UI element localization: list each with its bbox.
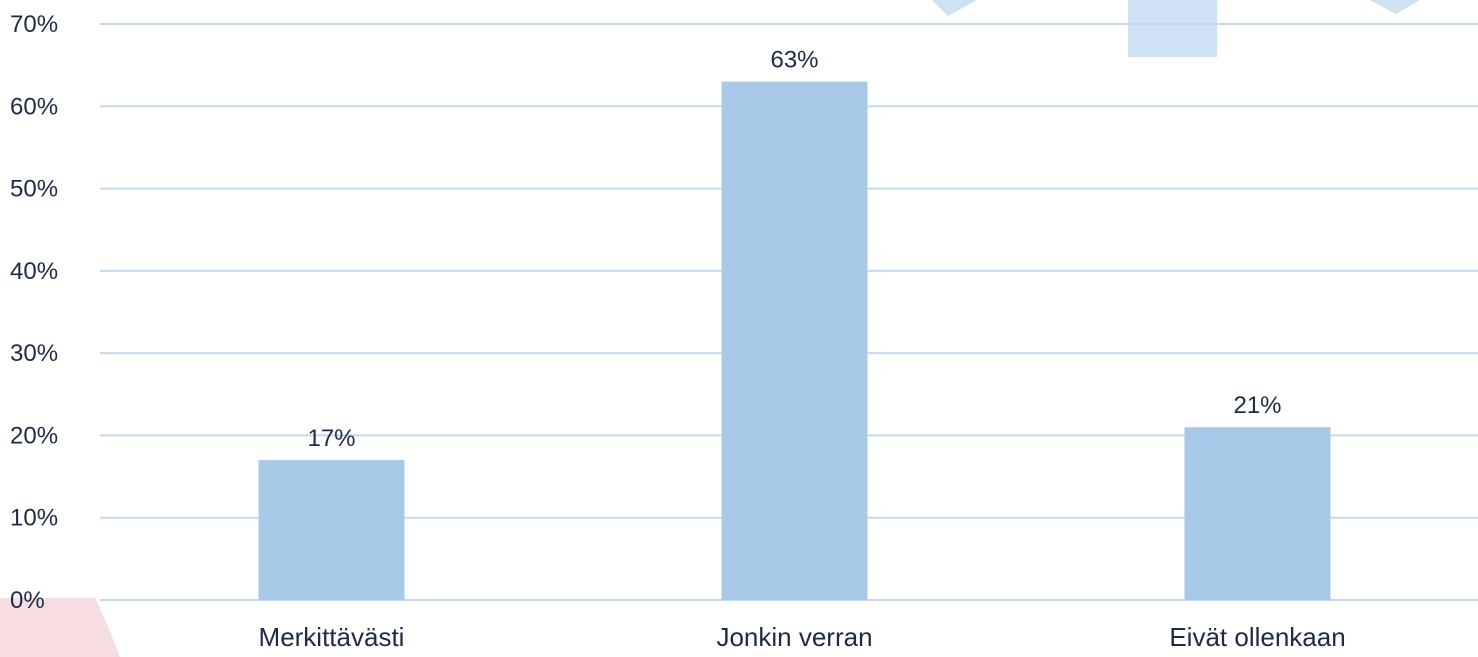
y-tick-label: 60%	[10, 93, 58, 120]
decorative-blue-arrow-left	[932, 0, 977, 16]
y-tick-label: 30%	[10, 340, 58, 367]
y-tick-label: 10%	[10, 505, 58, 532]
category-labels: Merkittävästi Jonkin verran Eivät ollenkaa…	[259, 622, 1346, 652]
bar-1	[721, 81, 868, 601]
y-tick-label: 40%	[10, 258, 58, 285]
y-axis-ticks: 0% 10% 20% 30% 40% 50% 60% 70%	[10, 11, 58, 614]
decorative-pink-shape	[0, 598, 120, 657]
bars	[258, 81, 1331, 601]
data-labels: 17% 63% 21%	[307, 47, 1281, 453]
y-tick-label: 0%	[10, 587, 45, 614]
category-label-0: Merkittävästi	[259, 622, 405, 652]
y-tick-label: 70%	[10, 11, 58, 38]
data-label-0: 17%	[307, 425, 355, 452]
category-label-1: Jonkin verran	[716, 622, 872, 652]
y-tick-label: 50%	[10, 176, 58, 203]
category-label-2: Eivät ollenkaan	[1169, 622, 1345, 652]
y-tick-label: 20%	[10, 422, 58, 449]
bar-2	[1184, 427, 1331, 600]
bar-0	[258, 460, 405, 600]
decorative-blue-arrow-right	[1370, 0, 1420, 14]
decorative-blue-square	[1128, 0, 1217, 57]
data-label-2: 21%	[1233, 392, 1281, 419]
data-label-1: 63%	[770, 47, 818, 74]
decorative-shapes	[0, 0, 1420, 657]
